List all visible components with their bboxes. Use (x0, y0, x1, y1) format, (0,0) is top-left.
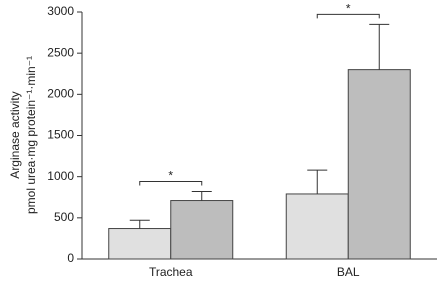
y-label-line: Arginase activity (8, 91, 22, 178)
y-tick-label: 1000 (47, 169, 74, 183)
y-tick-label: 2000 (47, 87, 74, 101)
bar (170, 200, 234, 260)
x-tick-label: BAL (337, 265, 360, 279)
significance-bracket (316, 13, 380, 19)
significance-label: * (168, 169, 173, 183)
y-tick-label: 2500 (47, 45, 74, 59)
x-tick-label: Trachea (149, 265, 193, 279)
y-tick-label: 0 (67, 251, 74, 265)
bar (285, 193, 349, 260)
significance-label: * (346, 2, 351, 16)
y-tick-label: 1500 (47, 128, 74, 142)
bar (347, 69, 411, 260)
bar (108, 228, 172, 260)
y-tick-label: 3000 (47, 4, 74, 18)
significance-bracket (139, 180, 203, 186)
y-tick-label: 500 (54, 210, 74, 224)
y-axis-label: Arginase activity pmol urea·mg protein⁻¹… (8, 56, 38, 214)
y-label-line: pmol urea·mg protein⁻¹·min⁻¹ (24, 56, 38, 214)
